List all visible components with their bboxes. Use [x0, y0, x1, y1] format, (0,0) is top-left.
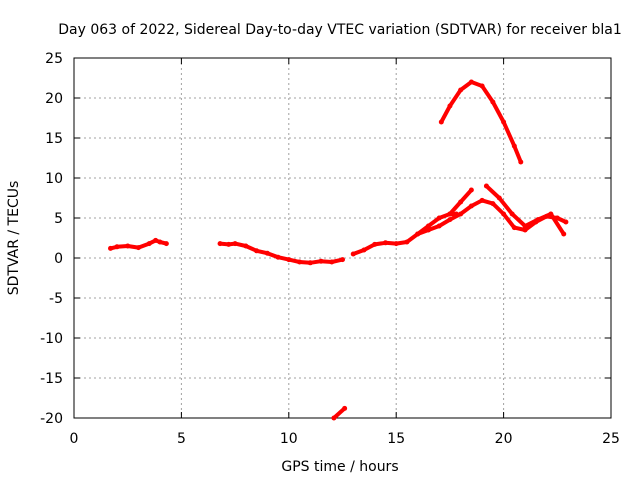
x-tick-label: 25	[602, 431, 620, 447]
y-tick-label: 10	[45, 171, 63, 187]
data-point	[146, 241, 152, 247]
data-point	[361, 247, 367, 253]
data-point	[468, 79, 474, 85]
series-line-arc-4	[351, 212, 459, 256]
data-point	[458, 199, 464, 205]
data-point	[297, 259, 303, 265]
x-tick-label: 10	[280, 431, 298, 447]
data-point	[286, 257, 292, 263]
data-point	[217, 241, 223, 247]
x-tick-label: 0	[70, 431, 79, 447]
data-point	[511, 225, 517, 231]
y-axis-label: SDTVAR / TECUs	[6, 181, 22, 296]
data-point	[468, 203, 474, 209]
data-point	[318, 258, 324, 264]
data-point	[114, 244, 120, 250]
data-point	[436, 215, 442, 221]
data-point	[275, 254, 281, 260]
data-point	[425, 223, 431, 229]
data-point	[436, 223, 442, 229]
y-tick-label: -10	[40, 331, 63, 347]
data-point	[458, 211, 464, 217]
x-tick-label: 5	[177, 431, 186, 447]
data-point	[372, 241, 378, 247]
data-point	[350, 251, 356, 257]
y-tick-label: -15	[40, 371, 63, 387]
data-point	[135, 245, 141, 251]
y-tick-label: 25	[45, 51, 63, 67]
y-tick-label: 15	[45, 131, 63, 147]
data-point	[264, 250, 270, 256]
data-point	[511, 143, 517, 149]
y-tick-label: -20	[40, 411, 63, 427]
data-point	[490, 201, 496, 207]
data-point	[561, 231, 567, 237]
data-point	[329, 259, 335, 265]
series-line-arc-2	[218, 241, 345, 265]
data-point	[153, 237, 159, 243]
plot-frame	[73, 57, 612, 419]
data-point	[479, 197, 485, 203]
data-point	[404, 239, 410, 245]
axis-ticks: 0 5 10 15 20 25 -20 -15 -10 -5 0 5 10 15 20 25	[40, 51, 620, 447]
grid-lines	[74, 58, 611, 418]
data-point	[447, 217, 453, 223]
data-point	[163, 241, 169, 247]
series-line-arc-5	[439, 80, 523, 164]
data-point	[563, 219, 569, 225]
data-point	[509, 211, 515, 217]
data-point	[232, 241, 238, 247]
data-point	[340, 257, 345, 263]
data-point	[468, 187, 474, 193]
data-point	[243, 243, 249, 249]
data-point	[483, 183, 489, 189]
data-point	[447, 211, 453, 217]
data-point	[108, 245, 114, 251]
x-tick-label: 15	[387, 431, 405, 447]
data-point	[438, 119, 444, 125]
chart-title: Day 063 of 2022, Sidereal Day-to-day VTE…	[58, 22, 621, 38]
data-point	[458, 87, 464, 93]
data-point	[548, 211, 554, 217]
data-point	[415, 231, 421, 237]
data-point	[518, 159, 524, 165]
data-point	[425, 227, 431, 233]
data-point	[254, 248, 260, 254]
y-tick-label: -5	[49, 291, 63, 307]
data-point	[331, 415, 337, 421]
data-point	[496, 195, 502, 201]
data-point	[447, 103, 453, 109]
data-point	[522, 223, 528, 229]
data-point	[157, 239, 163, 245]
x-tick-label: 20	[495, 431, 513, 447]
data-point	[535, 217, 541, 223]
data-point	[226, 241, 232, 247]
data-point	[393, 241, 399, 247]
data-point	[307, 260, 313, 266]
y-tick-label: 20	[45, 91, 63, 107]
data-point	[479, 83, 485, 89]
data-point	[490, 99, 496, 105]
data-point	[522, 227, 528, 233]
data-series	[108, 79, 569, 421]
data-point	[501, 211, 507, 217]
data-point	[125, 243, 131, 249]
x-axis-label: GPS time / hours	[281, 459, 398, 475]
data-point	[501, 119, 507, 125]
data-point	[382, 240, 388, 246]
y-tick-label: 5	[54, 211, 63, 227]
y-tick-label: 0	[54, 251, 63, 267]
data-point	[342, 405, 348, 411]
